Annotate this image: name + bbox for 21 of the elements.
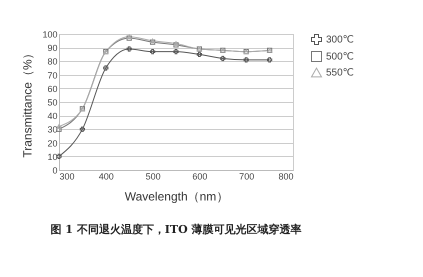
- x-tick-label: 600: [192, 172, 208, 182]
- y-tick-label: 80: [47, 56, 58, 67]
- y-axis-title: Transmittance（%）: [20, 47, 34, 158]
- y-tick-label: 60: [47, 84, 58, 94]
- x-tick-label: 500: [146, 172, 161, 182]
- y-tick-label: 70: [47, 70, 58, 80]
- legend-label: 550℃: [326, 68, 354, 78]
- y-tick-label: 50: [47, 98, 58, 108]
- y-tick-label: 40: [47, 111, 58, 122]
- x-tick-label: 400: [98, 172, 114, 182]
- x-axis-title: Wavelength（nm）: [124, 190, 228, 204]
- text: 图 1 不同退火温度下，ITO 薄膜可见光区域穿透率: [50, 223, 302, 236]
- y-tick-label: 100: [42, 30, 58, 40]
- x-tick-label: 300: [60, 172, 75, 182]
- x-tick-label: 800: [278, 172, 294, 182]
- y-tick-label: 0: [52, 166, 58, 176]
- y-tick-label: 20: [47, 138, 58, 148]
- y-tick-label: 90: [47, 43, 58, 54]
- x-tick-label: 700: [239, 172, 254, 182]
- legend-label: 500℃: [326, 52, 354, 62]
- legend-label: 300℃: [326, 34, 354, 46]
